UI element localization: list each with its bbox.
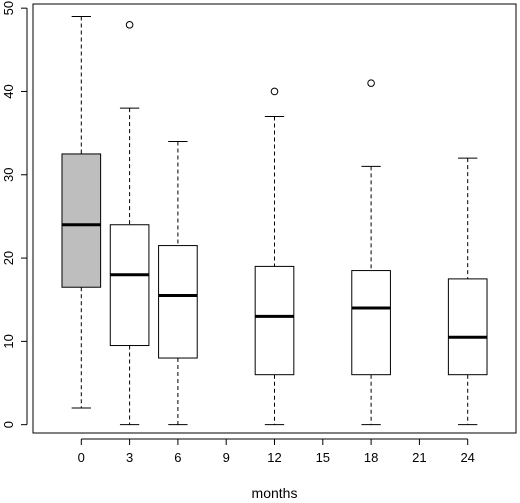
iqr-box — [351, 270, 391, 376]
boxes — [61, 15, 488, 426]
y-tick-label: 40 — [1, 84, 16, 98]
x-tick-label: 9 — [223, 450, 230, 465]
iqr-box — [61, 153, 102, 288]
x-tick-label: 24 — [460, 450, 474, 465]
x-tick-label: 3 — [126, 450, 133, 465]
plot-frame — [32, 3, 517, 434]
iqr-box — [254, 265, 295, 376]
box-3 — [109, 21, 150, 426]
outlier-point — [125, 21, 134, 29]
x-tick-label: 21 — [412, 450, 426, 465]
x-axis: 0 3 6 9 12 15 18 21 24 — [78, 438, 475, 465]
iqr-box — [447, 278, 488, 376]
box-6 — [158, 140, 198, 426]
y-tick-label: 30 — [1, 168, 16, 182]
box-0 — [61, 15, 102, 409]
x-tick-label: 6 — [174, 450, 181, 465]
y-tick-label: 20 — [1, 251, 16, 265]
box-12 — [254, 87, 295, 426]
iqr-box — [158, 245, 198, 359]
y-axis: 0 10 20 30 40 50 — [1, 1, 28, 428]
x-tick-label: 15 — [316, 450, 330, 465]
x-tick-label: 12 — [267, 450, 281, 465]
box-24 — [447, 157, 488, 426]
y-tick-label: 0 — [1, 421, 16, 428]
iqr-box — [109, 224, 150, 347]
x-tick-label: 0 — [78, 450, 85, 465]
x-axis-title: months — [252, 485, 298, 501]
box-18 — [351, 79, 391, 426]
y-tick-label: 10 — [1, 334, 16, 348]
outlier-point — [367, 79, 375, 87]
outlier-point — [270, 87, 279, 96]
y-tick-label: 50 — [1, 1, 16, 15]
x-tick-label: 18 — [364, 450, 378, 465]
